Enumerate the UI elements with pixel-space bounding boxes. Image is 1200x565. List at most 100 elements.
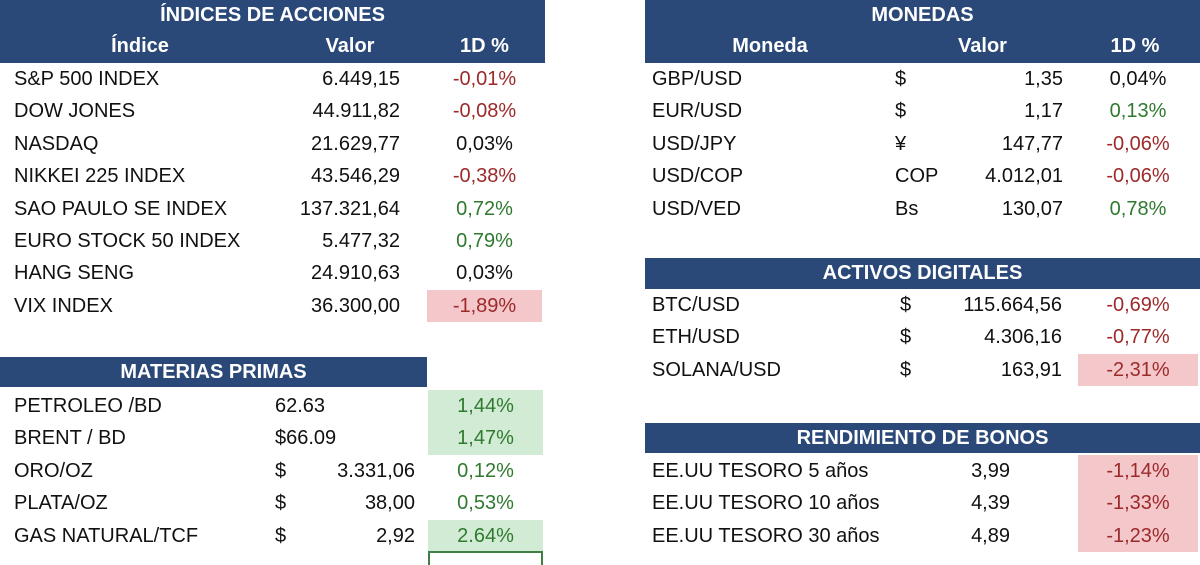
currencies-title: MONEDAS bbox=[645, 0, 1200, 30]
currencies-change-cell: -0,06% bbox=[1106, 165, 1170, 188]
indices-name-cell: HANG SENG bbox=[14, 262, 135, 285]
indices-change-cell: 0,03% bbox=[456, 132, 513, 155]
indices-value-cell: 137.321,64 bbox=[299, 197, 400, 220]
currencies-name-cell: USD/VED bbox=[652, 197, 741, 220]
currencies-name-cell: USD/COP bbox=[652, 165, 744, 188]
col-header-change: 1D % bbox=[460, 35, 509, 57]
crypto-symbol-cell: $ bbox=[900, 294, 912, 316]
currencies-change-cell: 0,04% bbox=[1109, 68, 1167, 90]
crypto-change-cell: -0,77% bbox=[1106, 326, 1170, 349]
crypto-name-cell: SOLANA/USD bbox=[652, 358, 781, 381]
crypto-symbol-cell: $ bbox=[900, 326, 912, 349]
crypto-symbol-cell: $ bbox=[900, 358, 912, 381]
commodities-change-cell: 0,12% bbox=[457, 459, 514, 482]
currencies-row: GBP/USD $1,35 0,04% bbox=[645, 63, 1200, 95]
indices-rows: S&P 500 INDEX 6.449,15 -0,01% DOW JONES 44.9… bbox=[0, 63, 545, 323]
commodities-value-cell: 3.331,06 bbox=[337, 459, 415, 482]
indices-name-cell: S&P 500 INDEX bbox=[14, 68, 160, 90]
indices-value-cell: 36.300,00 bbox=[311, 294, 400, 317]
currencies-symbol-cell: ¥ bbox=[895, 132, 907, 155]
crypto-value-cell: 163,91 bbox=[1000, 358, 1062, 381]
bonds-name-cell: EE.UU TESORO 10 años bbox=[652, 492, 880, 515]
bonds-row: EE.UU TESORO 30 años 4,89 -1,23% bbox=[645, 519, 1200, 553]
bonds-name-cell: EE.UU TESORO 30 años bbox=[652, 524, 880, 547]
indices-change-cell: -1,89% bbox=[427, 289, 542, 323]
currencies-change-cell: 0,78% bbox=[1109, 197, 1167, 220]
indices-name-cell: NIKKEI 225 INDEX bbox=[14, 165, 186, 188]
commodities-row: ORO/OZ $3.331,06 0,12% bbox=[0, 455, 545, 487]
indices-row: S&P 500 INDEX 6.449,15 -0,01% bbox=[0, 63, 545, 95]
commodities-name-cell: BRENT / BD bbox=[14, 427, 126, 450]
currencies-value-cell: 147,77 bbox=[1001, 132, 1063, 155]
currencies-symbol-cell: $ bbox=[895, 100, 907, 123]
commodities-change-cell: 2.64% bbox=[428, 519, 543, 552]
commodities-name-cell: ORO/OZ bbox=[14, 459, 93, 482]
currencies-row: EUR/USD $1,17 0,13% bbox=[645, 95, 1200, 127]
bonds-value-cell: 4,89 bbox=[971, 524, 1010, 547]
indices-name-cell: EURO STOCK 50 INDEX bbox=[14, 229, 241, 252]
indices-row: HANG SENG 24.910,63 0,03% bbox=[0, 257, 545, 289]
bonds-change-cell: -1,33% bbox=[1078, 487, 1198, 520]
bonds-change-cell: -1,14% bbox=[1078, 455, 1198, 488]
commodities-value-cell: 38,00 bbox=[364, 492, 415, 515]
indices-row: SAO PAULO SE INDEX 137.321,64 0,72% bbox=[0, 193, 545, 225]
indices-row: VIX INDEX 36.300,00 -1,89% bbox=[0, 289, 545, 323]
indices-row: NASDAQ 21.629,77 0,03% bbox=[0, 128, 545, 160]
currencies-change-cell: 0,13% bbox=[1109, 100, 1167, 123]
bonds-value-cell: 4,39 bbox=[971, 492, 1010, 515]
indices-name-cell: NASDAQ bbox=[14, 132, 99, 155]
indices-row: EURO STOCK 50 INDEX 5.477,32 0,79% bbox=[0, 225, 545, 257]
indices-name-cell: SAO PAULO SE INDEX bbox=[14, 197, 228, 220]
bonds-value-cell: 3,99 bbox=[971, 460, 1010, 482]
indices-column-header: Índice Valor 1D % bbox=[0, 30, 545, 63]
crypto-row: ETH/USD $4.306,16 -0,77% bbox=[645, 321, 1200, 353]
crypto-row: BTC/USD $115.664,56 -0,69% bbox=[645, 289, 1200, 321]
indices-value-cell: 43.546,29 bbox=[311, 165, 400, 188]
indices-change-cell: 0,03% bbox=[456, 262, 513, 285]
commodities-name-cell: PETROLEO /BD bbox=[14, 395, 162, 417]
currencies-symbol-cell: $ bbox=[895, 68, 907, 90]
indices-change-cell: -0,38% bbox=[452, 165, 517, 188]
commodities-panel: MATERIAS PRIMAS PETROLEO /BD 62.63 1,44% BR… bbox=[0, 357, 545, 565]
currencies-change-cell: -0,06% bbox=[1106, 132, 1170, 155]
indices-value-cell: 24.910,63 bbox=[311, 262, 400, 285]
commodities-value-cell: $66.09 bbox=[275, 427, 337, 450]
indices-change-cell: -0,01% bbox=[452, 68, 517, 90]
commodities-value-cell: 62.63 bbox=[275, 395, 326, 417]
col-header-index: Índice bbox=[111, 35, 169, 57]
commodities-value-cell: 2,92 bbox=[376, 524, 415, 547]
indices-value-cell: 44.911,82 bbox=[312, 100, 401, 123]
crypto-rows: BTC/USD $115.664,56 -0,69% ETH/USD $4.306,16… bbox=[645, 289, 1200, 387]
commodities-rows: PETROLEO /BD 62.63 1,44% BRENT / BD $66.09 1,… bbox=[0, 387, 545, 552]
crypto-row: SOLANA/USD $163,91 -2,31% bbox=[645, 353, 1200, 387]
commodities-change-cell: 1,44% bbox=[428, 390, 543, 423]
bonds-row: EE.UU TESORO 10 años 4,39 -1,33% bbox=[645, 487, 1200, 520]
indices-title: ÍNDICES DE ACCIONES bbox=[0, 0, 545, 30]
indices-panel: ÍNDICES DE ACCIONES Índice Valor 1D % S&… bbox=[0, 0, 545, 323]
currencies-symbol-cell: Bs bbox=[895, 197, 919, 220]
currencies-row: USD/JPY ¥147,77 -0,06% bbox=[645, 128, 1200, 160]
currencies-name-cell: EUR/USD bbox=[652, 100, 743, 123]
col-header-value: Valor bbox=[958, 35, 1007, 57]
col-header-value: Valor bbox=[325, 35, 375, 57]
commodities-row: PETROLEO /BD 62.63 1,44% bbox=[0, 390, 545, 423]
col-header-change: 1D % bbox=[1110, 35, 1160, 57]
commodities-name-cell: PLATA/OZ bbox=[14, 492, 108, 515]
currencies-row: USD/VED Bs 130,07 0,78% bbox=[645, 193, 1200, 225]
crypto-title: ACTIVOS DIGITALES bbox=[645, 258, 1200, 289]
commodities-name-cell: GAS NATURAL/TCF bbox=[14, 524, 199, 547]
indices-change-cell: 0,79% bbox=[456, 229, 513, 252]
commodities-row: GAS NATURAL/TCF $2,92 2.64% bbox=[0, 519, 545, 552]
bonds-panel: RENDIMIENTO DE BONOS EE.UU TESORO 5 años… bbox=[645, 423, 1200, 553]
currencies-value-cell: 1,35 bbox=[1024, 68, 1063, 90]
currencies-value-cell: 4.012,01 bbox=[985, 165, 1063, 188]
bonds-row: EE.UU TESORO 5 años 3,99 -1,14% bbox=[645, 455, 1200, 488]
currencies-panel: MONEDAS Moneda Valor 1D % GBP/USD $1,35 0,… bbox=[645, 0, 1200, 225]
commodities-row: BRENT / BD $66.09 1,47% bbox=[0, 422, 545, 455]
commodities-change-cell: 1,47% bbox=[428, 422, 543, 455]
cell-outline bbox=[428, 551, 543, 565]
bonds-change-cell: -1,23% bbox=[1078, 519, 1198, 553]
indices-value-cell: 21.629,77 bbox=[311, 132, 400, 155]
indices-change-cell: -0,08% bbox=[452, 100, 517, 123]
bonds-title: RENDIMIENTO DE BONOS bbox=[645, 423, 1200, 453]
